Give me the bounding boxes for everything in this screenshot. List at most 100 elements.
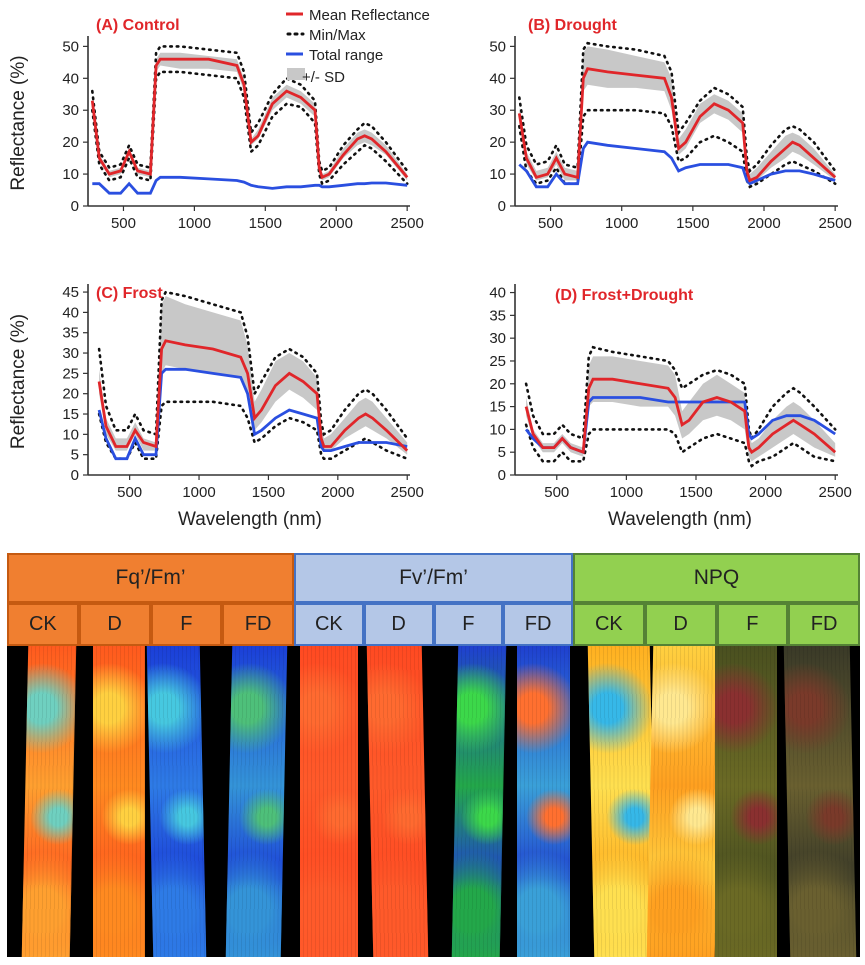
treatment-header: FD	[788, 603, 860, 646]
y-tick-label: 40	[489, 70, 506, 87]
panel-title: (A) Control	[96, 17, 180, 34]
y-tick-label: 0	[71, 467, 79, 484]
treatment-header: CK	[7, 603, 79, 646]
leaf-strip	[517, 646, 570, 957]
y-tick-label: 10	[489, 166, 506, 183]
panel-title: (C) Frost	[96, 285, 163, 302]
panel-title: (D) Frost+Drought	[555, 287, 694, 304]
leaf-strip	[21, 646, 77, 957]
treatment-header-group: CK D F FD	[573, 603, 860, 646]
leaf-strip	[451, 646, 507, 957]
chart-drought: 0 10 20 30 40 50 500 1000 1500 2000 2500 (B) Drough…	[489, 17, 852, 232]
y-tick-label: 25	[489, 353, 506, 370]
y-tick-label: 20	[62, 386, 79, 403]
leaf-strip	[300, 646, 358, 957]
legend: Mean Reflectance Min/Max Total range +/- SD	[286, 7, 430, 86]
min-line	[517, 108, 837, 189]
legend-sd-swatch	[287, 68, 305, 80]
max-line	[517, 41, 837, 174]
y-tick-label: 10	[489, 421, 506, 438]
panel-title: (B) Drought	[528, 17, 618, 34]
y-tick-label: 10	[62, 166, 79, 183]
y-tick-label: 20	[489, 134, 506, 151]
legend-label: +/- SD	[302, 69, 345, 86]
sd-band	[526, 356, 836, 462]
min-line	[91, 70, 409, 186]
x-tick-label: 1500	[249, 215, 282, 232]
y-tick-label: 40	[62, 70, 79, 87]
x-axis-label: Wavelength (nm)	[608, 509, 752, 530]
treatment-header: CK	[573, 603, 645, 646]
leaf-strip	[93, 646, 145, 957]
x-tick-label: 1500	[676, 215, 709, 232]
x-tick-label: 1000	[605, 215, 638, 232]
y-tick-label: 50	[62, 38, 79, 55]
y-tick-label: 40	[62, 304, 79, 321]
parameter-header: NPQ	[573, 553, 860, 603]
min-line	[524, 423, 837, 468]
leaf-strip	[783, 646, 857, 957]
y-tick-label: 15	[489, 399, 506, 416]
y-tick-label: 10	[62, 426, 79, 443]
x-tick-label: 1000	[178, 215, 211, 232]
max-line	[91, 45, 409, 173]
min-line	[97, 400, 409, 461]
treatment-header: FD	[503, 603, 573, 646]
leaf-strip	[146, 646, 207, 957]
y-tick-label: 0	[498, 198, 506, 215]
treatment-header: D	[363, 603, 434, 646]
leaf-image-strips	[7, 646, 860, 957]
sd-band	[99, 296, 408, 455]
parameter-header: Fq’/Fm’	[7, 553, 294, 603]
treatment-header: FD	[222, 603, 294, 646]
x-tick-label: 1000	[610, 484, 643, 501]
treatment-header: D	[78, 603, 151, 646]
mean-reflectance-line	[97, 339, 409, 452]
y-tick-label: 0	[71, 198, 79, 215]
mean-reflectance-line	[524, 377, 837, 455]
leaf-strip	[587, 646, 657, 957]
treatment-header-row: CK D F FD CK D F FD CK D F FD	[7, 603, 860, 646]
x-tick-label: 500	[544, 484, 569, 501]
leaf-strip	[225, 646, 288, 957]
x-tick-label: 2500	[390, 215, 423, 232]
y-tick-label: 50	[489, 38, 506, 55]
y-tick-label: 30	[62, 345, 79, 362]
mean-reflectance-line	[90, 57, 409, 180]
x-tick-label: 1000	[182, 484, 215, 501]
y-tick-label: 5	[71, 447, 79, 464]
y-tick-label: 40	[489, 285, 506, 302]
chart-frost: 0 5 10 15 20 25 30 35 40 45 500 1000 1500 2000 2500 (C)…	[8, 284, 424, 530]
y-tick-label: 5	[498, 444, 506, 461]
y-tick-label: 30	[62, 102, 79, 119]
x-tick-label: 2000	[321, 484, 354, 501]
max-line	[524, 345, 837, 442]
legend-label: Mean Reflectance	[309, 7, 430, 24]
treatment-header: D	[644, 603, 717, 646]
x-tick-label: 2500	[818, 215, 851, 232]
total-range-line	[97, 367, 408, 461]
x-tick-label: 2000	[747, 215, 780, 232]
leaf-strip	[366, 646, 429, 957]
x-axis-label: Wavelength (nm)	[178, 509, 322, 530]
treatment-header: CK	[294, 603, 364, 646]
y-axis-label: Reflectance (%)	[8, 55, 29, 190]
sd-band	[519, 46, 836, 184]
leaf-strip	[715, 646, 777, 957]
y-tick-label: 35	[62, 325, 79, 342]
total-range-line	[518, 140, 836, 189]
chart-control: 0 10 20 30 40 50 500 1000 1500 2000 2500 (A) Contro…	[8, 7, 430, 232]
treatment-header-group: CK D F FD	[294, 603, 573, 646]
max-line	[97, 290, 409, 440]
y-tick-label: 0	[498, 467, 506, 484]
x-tick-label: 500	[538, 215, 563, 232]
treatment-header: F	[433, 603, 504, 646]
legend-label: Total range	[309, 47, 383, 64]
x-tick-label: 2000	[749, 484, 782, 501]
y-tick-label: 25	[62, 365, 79, 382]
chart-frost-drought: 0 5 10 15 20 25 30 35 40 500 1000 1500 2000 2500 (D) F…	[489, 284, 852, 530]
treatment-header-group: CK D F FD	[7, 603, 294, 646]
y-tick-label: 20	[489, 376, 506, 393]
parameter-header-row: Fq’/Fm’ Fv’/Fm’ NPQ	[7, 553, 860, 603]
